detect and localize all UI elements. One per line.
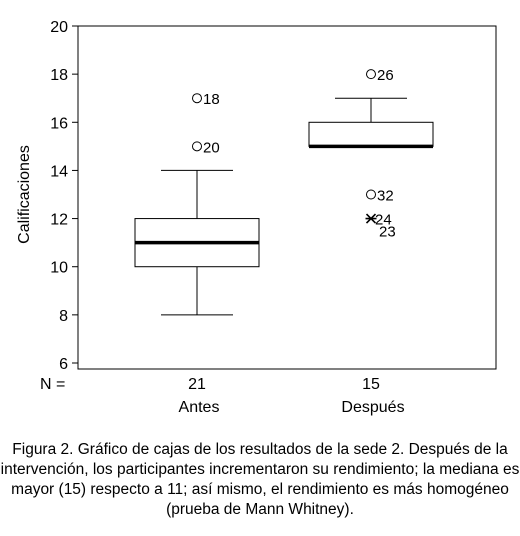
boxplot-chart: 6 8 10 12 14 16 18 20 Calificaciones N = 18 20 21 Ant… <box>16 19 497 416</box>
group-2-outlier-26-marker <box>366 69 376 80</box>
y-tick-label-8: 8 <box>59 308 68 325</box>
y-tick-label-12: 12 <box>50 212 68 229</box>
group-1-outlier-18-marker <box>192 93 202 104</box>
y-tick-label-14: 14 <box>50 163 68 180</box>
group-2-category-label: Después <box>341 399 404 416</box>
figure-caption: Figura 2. Gráfico de cajas de los result… <box>0 441 520 518</box>
group-2-outlier-23-label: 23 <box>379 224 396 241</box>
group-2-n-value: 15 <box>362 376 380 393</box>
group-1-outlier-18-label: 18 <box>203 91 220 108</box>
y-tick-label-18: 18 <box>50 67 68 84</box>
group-2-outlier-32-marker <box>366 189 376 200</box>
group-2-outlier-32-label: 32 <box>377 188 394 205</box>
group-2-box <box>308 121 434 147</box>
group-1-outlier-20-label: 20 <box>203 139 220 156</box>
group-2-outlier-24-label: 24 <box>375 212 392 229</box>
group-1-n-value: 21 <box>188 376 206 393</box>
plot-frame <box>77 25 497 370</box>
y-tick-label-6: 6 <box>59 356 68 373</box>
y-axis-label: Calificaciones <box>16 145 33 244</box>
group-1-category-label: Antes <box>179 399 220 416</box>
y-tick-label-16: 16 <box>50 115 68 132</box>
group-1-outlier-20-marker <box>192 141 202 152</box>
n-label: N = <box>40 376 65 393</box>
y-tick-label-20: 20 <box>50 19 68 36</box>
group-2-outlier-26-label: 26 <box>377 67 394 84</box>
group-2-outlier-24-marker <box>365 213 377 224</box>
y-tick-label-10: 10 <box>50 260 68 277</box>
